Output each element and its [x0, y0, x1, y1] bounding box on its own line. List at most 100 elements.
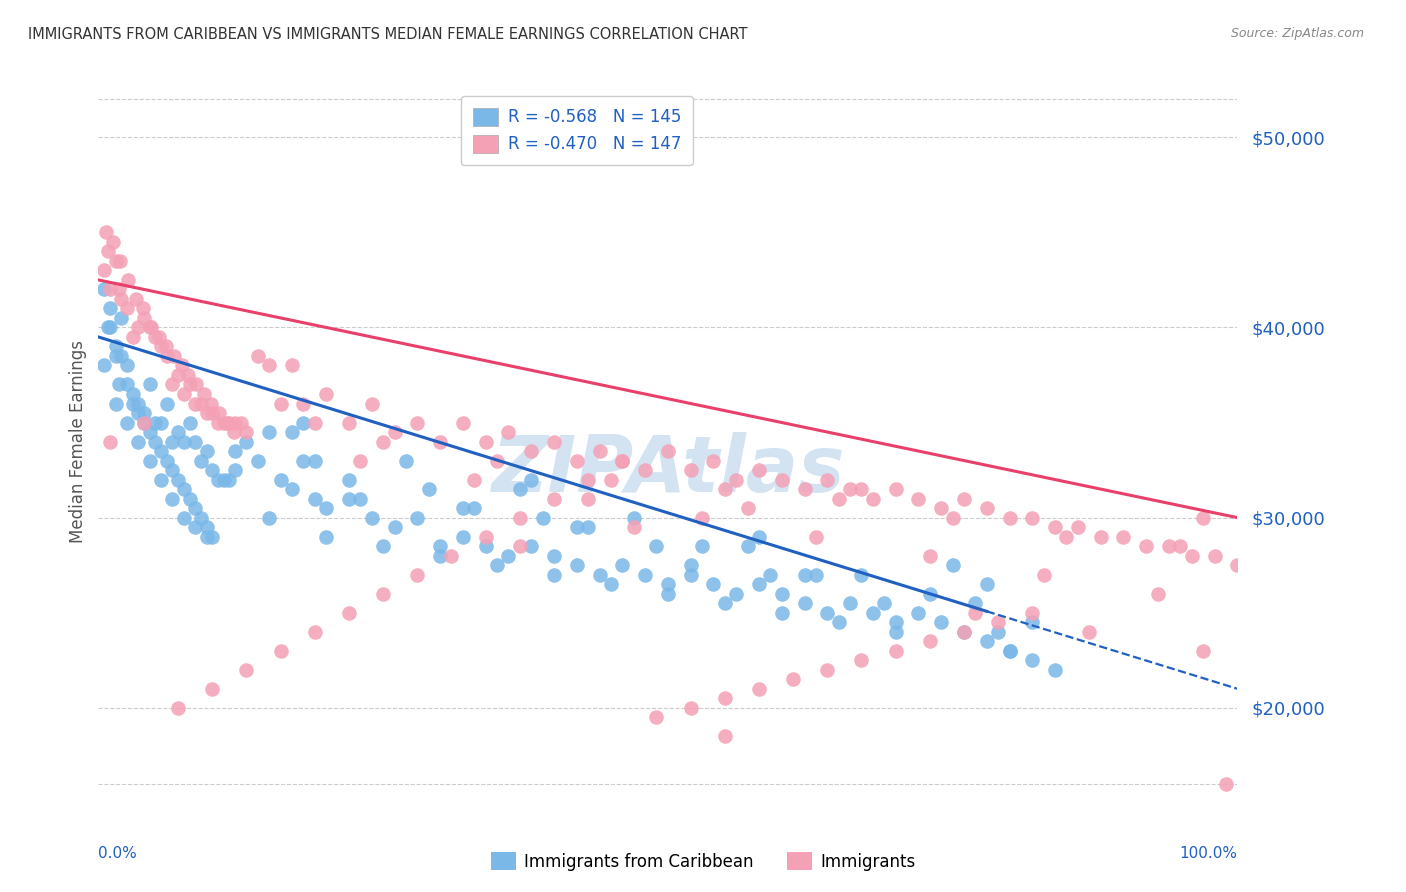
- Point: [498, 549, 520, 563]
- Point: [395, 453, 418, 467]
- Point: [337, 416, 360, 430]
- Point: [235, 434, 257, 449]
- Point: [862, 491, 884, 506]
- Point: [884, 482, 907, 496]
- Point: [156, 453, 179, 467]
- Text: IMMIGRANTS FROM CARIBBEAN VS IMMIGRANTS MEDIAN FEMALE EARNINGS CORRELATION CHART: IMMIGRANTS FROM CARIBBEAN VS IMMIGRANTS …: [28, 27, 748, 42]
- Point: [884, 615, 907, 630]
- Point: [737, 539, 759, 553]
- Point: [150, 444, 173, 458]
- Point: [96, 320, 118, 334]
- Point: [851, 567, 873, 582]
- Point: [155, 339, 177, 353]
- Point: [1204, 549, 1226, 563]
- Point: [1021, 653, 1043, 667]
- Point: [1078, 624, 1101, 639]
- Point: [93, 282, 115, 296]
- Point: [748, 577, 770, 591]
- Point: [132, 406, 155, 420]
- Point: [1021, 606, 1043, 620]
- Point: [110, 292, 132, 306]
- Point: [612, 453, 634, 467]
- Point: [873, 596, 896, 610]
- Point: [486, 558, 509, 573]
- Point: [576, 520, 599, 534]
- Point: [217, 416, 239, 430]
- Point: [224, 444, 246, 458]
- Point: [815, 663, 838, 677]
- Point: [281, 359, 304, 373]
- Point: [190, 453, 212, 467]
- Point: [486, 453, 509, 467]
- Point: [337, 473, 360, 487]
- Point: [976, 501, 998, 516]
- Point: [851, 653, 873, 667]
- Point: [115, 377, 138, 392]
- Point: [224, 463, 246, 477]
- Point: [679, 558, 702, 573]
- Point: [173, 387, 195, 401]
- Point: [839, 482, 862, 496]
- Point: [156, 396, 179, 410]
- Point: [315, 501, 337, 516]
- Point: [270, 396, 292, 410]
- Point: [543, 567, 565, 582]
- Text: 100.0%: 100.0%: [1180, 847, 1237, 861]
- Point: [907, 606, 929, 620]
- Point: [965, 596, 987, 610]
- Point: [942, 510, 965, 524]
- Point: [748, 681, 770, 696]
- Point: [103, 235, 125, 249]
- Point: [804, 530, 827, 544]
- Point: [474, 539, 496, 553]
- Point: [127, 396, 149, 410]
- Point: [96, 244, 118, 259]
- Point: [145, 416, 167, 430]
- Point: [770, 473, 793, 487]
- Point: [429, 549, 451, 563]
- Point: [612, 453, 634, 467]
- Point: [1021, 510, 1043, 524]
- Point: [184, 396, 207, 410]
- Point: [292, 396, 315, 410]
- Point: [127, 320, 149, 334]
- Point: [115, 359, 138, 373]
- Point: [623, 520, 645, 534]
- Point: [173, 482, 195, 496]
- Point: [108, 253, 131, 268]
- Point: [195, 530, 218, 544]
- Point: [184, 501, 207, 516]
- Point: [520, 444, 543, 458]
- Point: [815, 606, 838, 620]
- Point: [965, 606, 987, 620]
- Point: [793, 596, 815, 610]
- Legend: R = -0.568   N = 145, R = -0.470   N = 147: R = -0.568 N = 145, R = -0.470 N = 147: [461, 95, 693, 165]
- Point: [657, 577, 679, 591]
- Point: [127, 434, 149, 449]
- Point: [138, 377, 160, 392]
- Point: [93, 359, 115, 373]
- Point: [884, 643, 907, 657]
- Point: [179, 416, 201, 430]
- Point: [162, 434, 184, 449]
- Point: [600, 577, 623, 591]
- Point: [987, 624, 1010, 639]
- Point: [770, 606, 793, 620]
- Point: [1054, 530, 1078, 544]
- Point: [190, 510, 212, 524]
- Point: [463, 473, 485, 487]
- Point: [725, 473, 748, 487]
- Point: [451, 501, 474, 516]
- Point: [509, 539, 531, 553]
- Point: [281, 425, 304, 439]
- Point: [702, 577, 724, 591]
- Point: [645, 710, 668, 724]
- Point: [281, 482, 304, 496]
- Point: [235, 425, 257, 439]
- Point: [150, 416, 173, 430]
- Point: [96, 226, 118, 240]
- Point: [679, 463, 702, 477]
- Point: [132, 310, 155, 325]
- Point: [565, 558, 588, 573]
- Point: [793, 567, 815, 582]
